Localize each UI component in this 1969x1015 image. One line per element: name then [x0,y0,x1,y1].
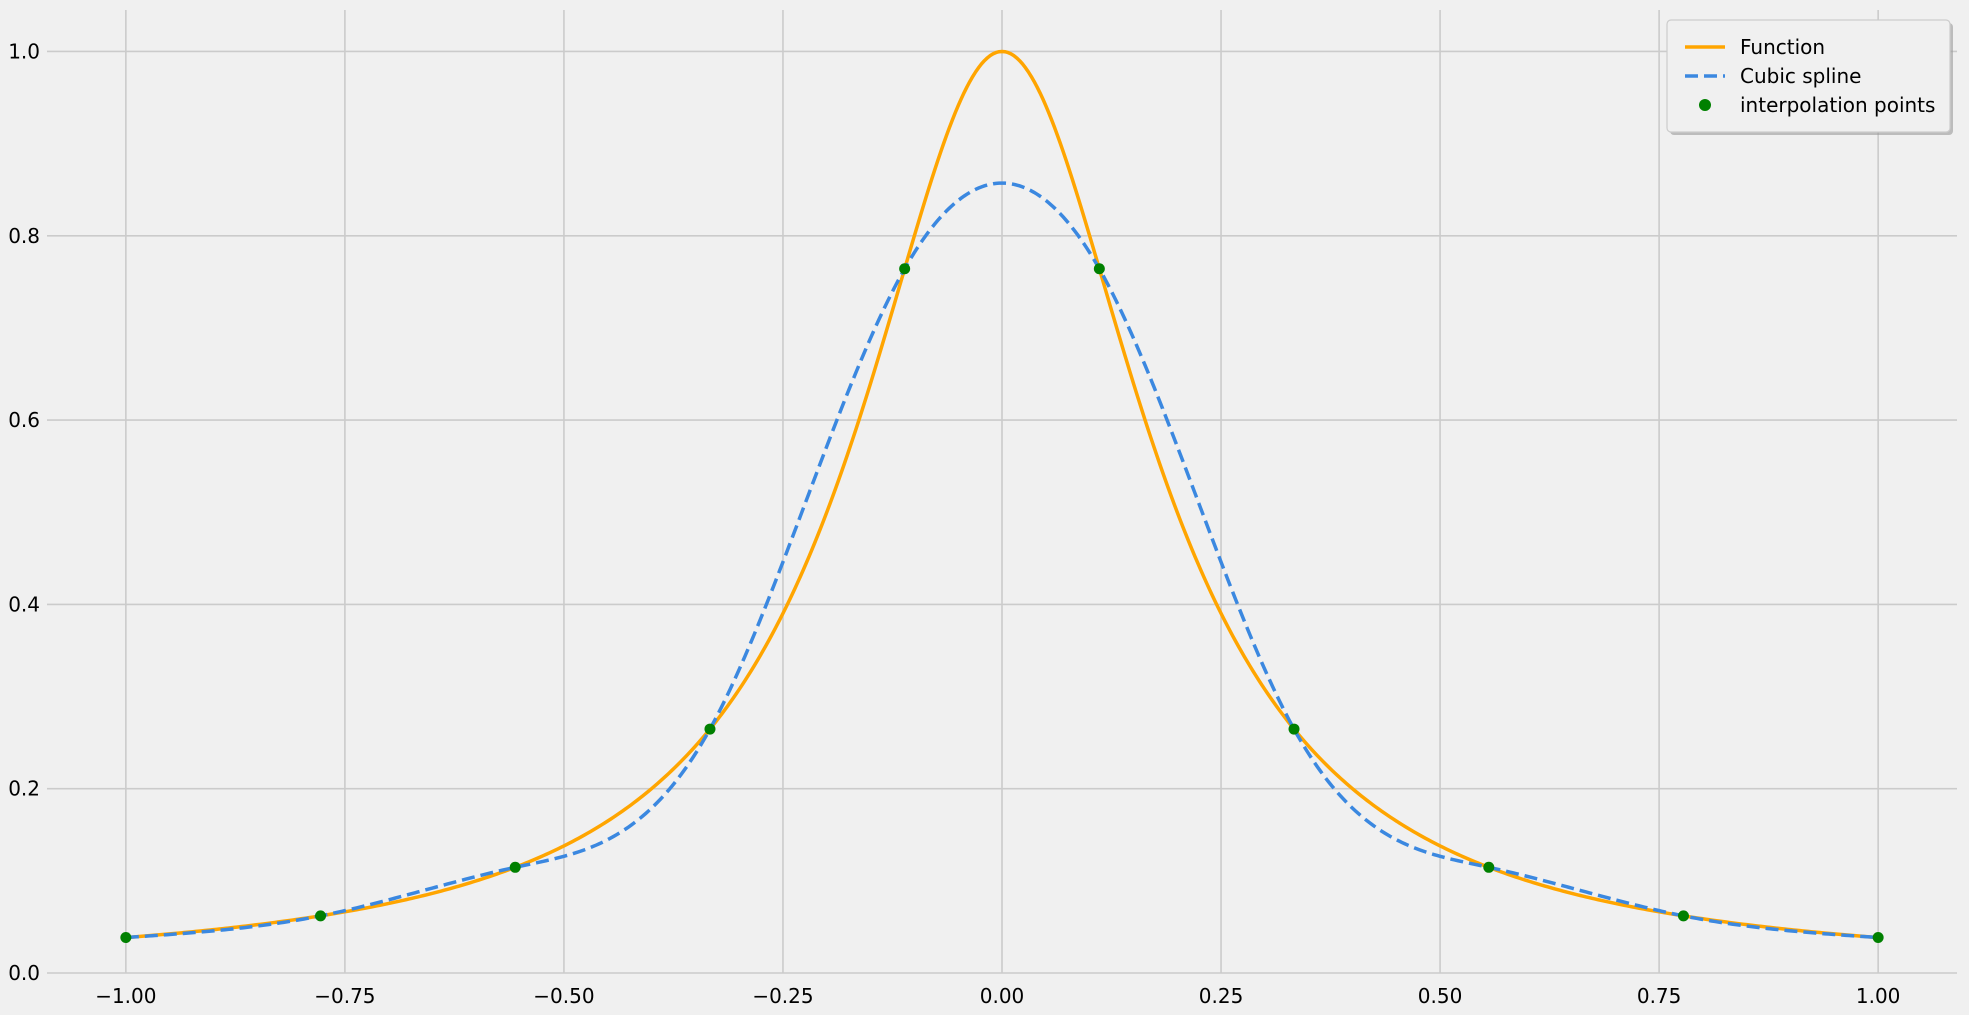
interpolation-point [704,723,716,735]
y-tick-label: 0.0 [8,961,40,985]
interpolation-point [509,861,521,873]
x-tick-label: 0.75 [1637,984,1682,1008]
function-line [125,49,1879,940]
x-tick-label: −0.25 [752,984,813,1008]
x-tick-label: −1.00 [95,984,156,1008]
interpolation-point [315,910,327,922]
legend-points-swatch [1699,99,1711,111]
y-tick-label: 0.2 [8,777,40,801]
x-tick-label: 1.00 [1856,984,1901,1008]
points-layer [120,263,1884,944]
series-layer [125,49,1879,940]
spline-line [125,181,1879,940]
interpolation-point [899,263,911,275]
legend-function-label: Function [1740,35,1825,59]
x-tick-label: −0.75 [314,984,375,1008]
interpolation-point [1872,932,1884,944]
interpolation-point [1093,263,1105,275]
legend-spline-label: Cubic spline [1740,64,1861,88]
axis-layer: −1.00 −0.75 −0.50 −0.25 0.00 0.25 0.50 0.75 1.00… [8,39,1900,1008]
x-tick-label: 0.50 [1418,984,1463,1008]
legend: Function Cubic spline interpolation poin… [1666,19,1953,135]
interpolation-point [1288,723,1300,735]
interpolation-point [1483,861,1495,873]
y-tick-label: 0.8 [8,224,40,248]
x-tick-label: 0.25 [1199,984,1244,1008]
legend-points-label: interpolation points [1740,93,1935,117]
y-tick-label: 0.4 [8,592,40,616]
grid-layer [47,10,1957,974]
interpolation-point [120,932,132,944]
interpolation-point [1677,910,1689,922]
x-tick-label: −0.50 [533,984,594,1008]
legend-box [1666,19,1951,133]
y-tick-label: 0.6 [8,408,40,432]
x-tick-label: 0.00 [980,984,1025,1008]
y-tick-label: 1.0 [8,39,40,63]
